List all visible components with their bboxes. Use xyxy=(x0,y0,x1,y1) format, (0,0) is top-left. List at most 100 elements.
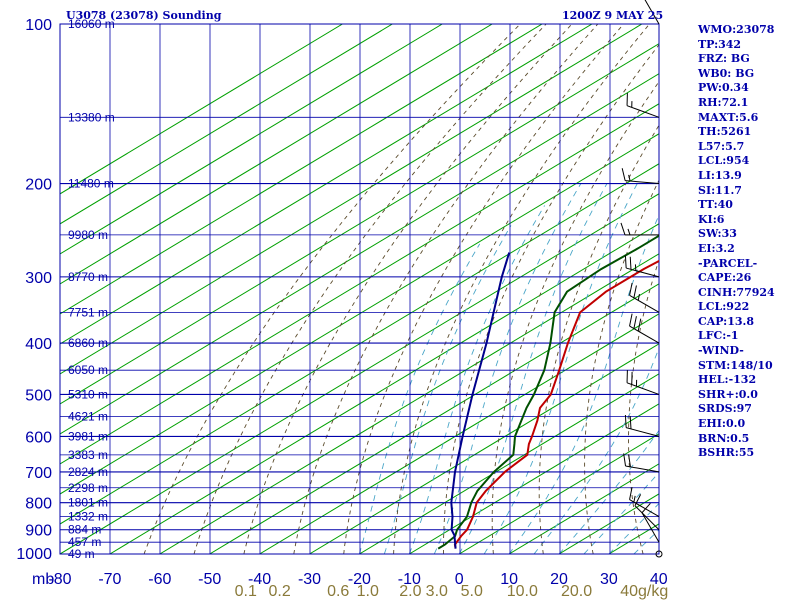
isotherm-line xyxy=(458,433,659,554)
wind-barb xyxy=(644,0,660,25)
pressure-tick-label: 500 xyxy=(25,387,52,404)
index-line: BSHR:55 xyxy=(698,446,755,460)
isotherm-line xyxy=(60,24,493,285)
index-line: -PARCEL- xyxy=(698,256,758,270)
height-label: 1801 m xyxy=(68,496,108,510)
height-label: 8770 m xyxy=(68,270,108,284)
moist-adiabat-line xyxy=(483,183,638,554)
wind-barb xyxy=(626,370,660,395)
pressure-tick-label: 700 xyxy=(25,465,52,482)
index-line: LFC:-1 xyxy=(698,329,739,343)
temperature-tick-label: -50 xyxy=(198,571,221,588)
wind-barb-flag xyxy=(633,285,637,298)
temperature-tick-label: 30 xyxy=(600,571,618,588)
wind-barb-flag xyxy=(624,414,627,428)
height-label: 4621 m xyxy=(68,409,108,423)
wind-barb-shaft xyxy=(641,512,660,543)
height-label: 2824 m xyxy=(68,465,108,479)
pressure-tick-label: 800 xyxy=(25,496,52,513)
wind-barb-flag xyxy=(624,255,627,269)
isotherm-line xyxy=(60,24,593,345)
index-line: EHI:0.0 xyxy=(698,417,746,431)
isotherm-line xyxy=(60,133,659,495)
height-label: 3383 m xyxy=(68,448,108,462)
wind-barbs xyxy=(620,0,663,558)
temperature-tick-label: 40 xyxy=(650,571,668,588)
isotherms xyxy=(60,24,659,554)
temperature-tick-label: -10 xyxy=(398,571,421,588)
height-label: 16060 m xyxy=(68,17,115,31)
isotherm-line xyxy=(60,163,659,525)
dry-adiabat-line xyxy=(293,24,599,554)
index-line: SHR+:0.0 xyxy=(698,387,758,401)
index-line: RH:72.1 xyxy=(698,95,749,109)
isotherm-line xyxy=(60,24,393,225)
pressure-tick-label: 200 xyxy=(25,177,52,194)
height-labels: 16060 m 13380 m 11480 m 9980 m 8770 m 7751 m 6… xyxy=(68,17,115,561)
moist-adiabat-line xyxy=(358,243,481,554)
temperature-tick-label: -70 xyxy=(98,571,121,588)
isotherm-line xyxy=(60,73,659,435)
wind-barb-half-flag xyxy=(628,174,631,182)
plot-grid xyxy=(59,23,660,555)
wind-barb-flag xyxy=(628,454,631,467)
temperature-tick-label: -60 xyxy=(148,571,171,588)
height-label: 49 m xyxy=(68,547,95,561)
dry-adiabat-line xyxy=(193,24,547,554)
index-line: SI:11.7 xyxy=(698,183,742,197)
wind-barb xyxy=(655,550,663,558)
index-line: WB0: BG xyxy=(698,66,755,80)
height-label: 3981 m xyxy=(68,429,108,443)
stability-index-panel: WMO:23078 TP:342 FRZ: BG WB0: BG PW:0.34 RH:7… xyxy=(698,23,800,461)
wind-barb-shaft xyxy=(634,505,660,531)
wind-barb-flag xyxy=(621,168,626,181)
wind-barb-flag xyxy=(633,316,637,329)
temperature-tick-label: -40 xyxy=(248,571,271,588)
temperature-tick-label: 10 xyxy=(500,571,518,588)
index-line: LI:13.9 xyxy=(698,168,742,182)
dewpoint-trace xyxy=(437,234,659,550)
height-label: 6050 m xyxy=(68,363,108,377)
wind-barb xyxy=(634,494,660,531)
isotherm-line xyxy=(409,403,659,554)
wind-barb xyxy=(629,282,660,313)
wind-barb-shaft xyxy=(625,180,660,185)
index-line: HEL:-132 xyxy=(698,373,757,387)
height-label: 1332 m xyxy=(68,510,108,524)
wind-barb-shaft xyxy=(644,0,660,25)
mixing-ratio-label: 2.0 xyxy=(399,583,421,600)
temperature-trace xyxy=(453,259,659,549)
wind-barb xyxy=(624,255,660,278)
wind-barb xyxy=(629,313,660,344)
valid-time: 1200Z 9 MAY 25 xyxy=(562,9,664,22)
index-line: TT:40 xyxy=(698,198,733,212)
temperature-tick-label: -20 xyxy=(348,571,371,588)
dry-adiabat-line xyxy=(243,24,573,554)
mixing-ratio-label: 3.0 xyxy=(426,583,448,600)
wind-barb-shaft xyxy=(626,382,660,395)
wind-barb-flag xyxy=(629,313,633,327)
index-line: KI:6 xyxy=(698,212,725,226)
wind-barb xyxy=(641,502,660,543)
pressure-tick-label: 1000 xyxy=(16,546,52,563)
temperature-tick-label: 0 xyxy=(455,571,464,588)
height-label: 5310 m xyxy=(68,387,108,401)
index-line: EI:3.2 xyxy=(698,241,735,255)
parcel-trace xyxy=(450,252,511,549)
index-line: TH:5261 xyxy=(698,125,752,139)
isotherm-line xyxy=(508,463,659,554)
wind-barb-flag xyxy=(620,222,626,236)
height-label: 6860 m xyxy=(68,336,108,350)
isotherm-line xyxy=(60,24,443,255)
index-line: STM:148/10 xyxy=(698,358,773,372)
wind-barb xyxy=(621,168,660,185)
index-line: LCL:954 xyxy=(698,154,750,168)
wind-barb-flag xyxy=(641,502,651,514)
temperature-tick-label: 20 xyxy=(550,571,568,588)
wind-barb-half-flag xyxy=(627,228,631,236)
index-line: SRDS:97 xyxy=(698,402,752,416)
height-label: 11480 m xyxy=(68,177,114,191)
index-line: LCL:922 xyxy=(698,300,750,314)
